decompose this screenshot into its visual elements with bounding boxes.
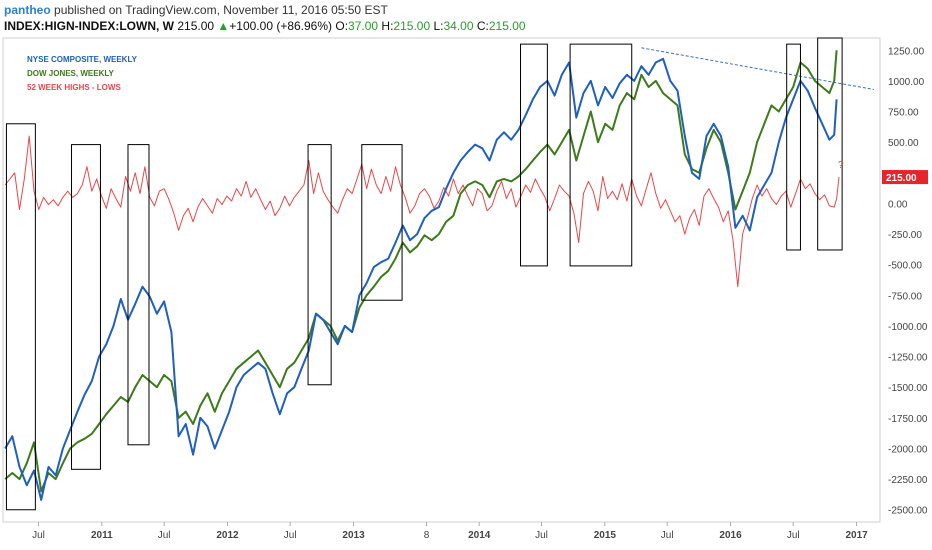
y-tick-label: -1000.00 — [888, 322, 928, 333]
plot-frame — [2, 37, 881, 523]
low-value: 34.00 — [443, 19, 474, 33]
x-tick-label: 2013 — [342, 530, 365, 541]
close-value: 215.00 — [488, 19, 526, 33]
y-tick-label: 0.00 — [888, 199, 908, 210]
close-label: C: — [476, 19, 489, 33]
y-tick-label: 750.00 — [888, 108, 919, 119]
trend-line — [641, 47, 874, 90]
x-tick-label: Jul — [787, 530, 800, 541]
x-tick-label: Jul — [32, 530, 45, 541]
y-tick-label: 500.00 — [888, 138, 919, 149]
y-tick-label: -2000.00 — [888, 444, 928, 455]
x-tick-label: 2014 — [468, 530, 491, 541]
y-tick-label: -1750.00 — [888, 414, 928, 425]
symbol-label[interactable]: INDEX:HIGN-INDEX:LOWN, W — [4, 19, 174, 33]
highlight-box — [786, 43, 801, 251]
change-value: +100.00 (+86.96%) — [229, 19, 333, 33]
ohlc-line: INDEX:HIGN-INDEX:LOWN, W 215.00 ▲+100.00… — [4, 18, 904, 34]
y-tick-label: -1500.00 — [888, 383, 928, 394]
last-value-tag — [882, 170, 928, 185]
y-tick-label: -750.00 — [888, 291, 922, 302]
x-tick-label: Jul — [284, 530, 297, 541]
x-tick-label: Jul — [661, 530, 674, 541]
nyse-composite-line — [4, 57, 838, 501]
open-label: O: — [335, 19, 349, 33]
highlight-box — [127, 144, 150, 446]
legend-entry: NYSE COMPOSITE, WEEKLY — [27, 55, 138, 64]
y-tick-label: -500.00 — [888, 261, 922, 272]
published-text: published on TradingView.com, November 1… — [54, 3, 388, 17]
x-tick-label: 2011 — [91, 530, 113, 541]
y-tick-label: -1250.00 — [888, 353, 928, 364]
y-tick-label: -250.00 — [888, 230, 922, 241]
y-tick-label: -2500.00 — [888, 506, 928, 517]
x-tick-label: 2015 — [594, 530, 617, 541]
legend-entry: 52 WEEK HIGHS - LOWS — [27, 83, 121, 92]
highlight-box — [5, 123, 36, 511]
highs-lows-line — [4, 135, 840, 288]
y-tick-label: 1000.00 — [888, 77, 925, 88]
author-link[interactable]: pantheo — [4, 3, 51, 17]
high-label: H: — [381, 19, 394, 33]
dow-jones-line — [4, 50, 838, 493]
x-tick-label: 2016 — [719, 530, 742, 541]
highlight-box — [520, 43, 548, 267]
up-arrow-icon: ▲ — [217, 19, 230, 33]
question-mark-annotation: ? — [838, 160, 844, 171]
open-value: 37.00 — [348, 19, 379, 33]
legend-entry: DOW JONES, WEEKLY — [27, 69, 114, 78]
x-tick-label: Jul — [535, 530, 548, 541]
x-tick-label: 2017 — [845, 530, 868, 541]
last-value-label: 215.00 — [886, 173, 917, 184]
highlight-box — [361, 144, 403, 301]
highlight-box — [817, 37, 843, 251]
highlight-box — [307, 144, 332, 386]
x-tick-label: Jul — [158, 530, 171, 541]
y-tick-label: -2250.00 — [888, 475, 928, 486]
publish-info: pantheo published on TradingView.com, No… — [4, 2, 904, 18]
highlight-box — [569, 43, 633, 267]
x-tick-label: 8 — [424, 530, 430, 541]
x-tick-label: 2012 — [216, 530, 239, 541]
y-tick-label: 1250.00 — [888, 46, 925, 57]
highlight-box — [71, 144, 101, 470]
last-price: 215.00 — [177, 19, 215, 33]
high-value: 215.00 — [393, 19, 431, 33]
chart-header: pantheo published on TradingView.com, No… — [4, 2, 904, 34]
price-chart[interactable]: 1250.001000.00750.00500.00250.000.00-250… — [0, 34, 932, 550]
low-label: L: — [433, 19, 444, 33]
